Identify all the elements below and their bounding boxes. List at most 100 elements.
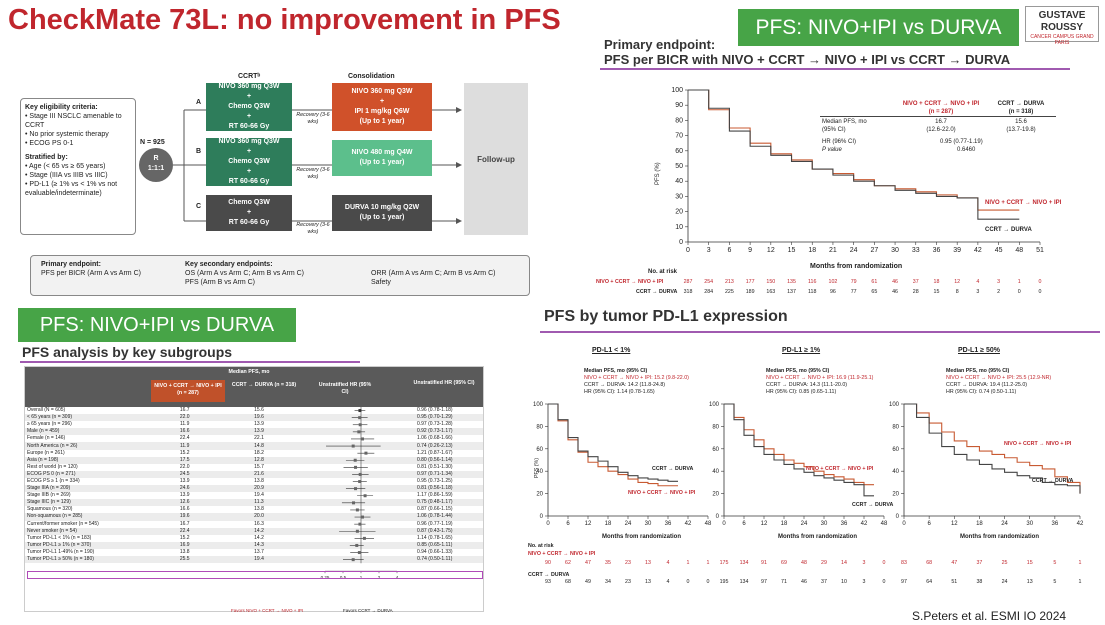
risk-value: 35 — [605, 560, 611, 566]
arm-c-consolidation: DURVA 10 mg/kg Q2W (Up to 1 year) — [332, 195, 432, 231]
forest-tick-label: 4 — [396, 575, 399, 580]
forest-cell — [294, 428, 387, 436]
x-tick-label: 21 — [829, 247, 837, 254]
km-hr-value: 0.95 (0.77-1.19) — [940, 139, 983, 145]
y-tick-label: 100 — [889, 402, 900, 408]
risk-value: 46 — [892, 279, 898, 285]
risk-value: 90 — [545, 560, 551, 566]
x-tick-label: 48 — [1015, 247, 1023, 254]
subgroup-row: Tumor PD-L1 < 1% (n = 183) 15.2 14.2 1.14 (… — [25, 535, 483, 542]
y-tick-label: 60 — [712, 447, 719, 453]
p1-la: NIVO + CCRT → NIVO + IPI — [628, 490, 696, 496]
risk-value: 5 — [1053, 560, 1057, 566]
endpoint-line1: Primary endpoint: — [604, 37, 716, 52]
regimen-line: Chemo Q3W — [228, 103, 270, 110]
km-curve-nivo-ipi — [548, 403, 678, 487]
r-label: R — [153, 155, 159, 162]
hr-point — [357, 551, 361, 555]
strat-list: Age (< 65 vs ≥ 65 years) Stage (IIIA vs … — [25, 162, 131, 198]
x-tick-label: 12 — [767, 247, 775, 254]
y-tick-label: 100 — [709, 402, 720, 408]
x-tick-label: 15 — [788, 247, 796, 254]
stats-c: CCRT → DURVA: 14.2 (11.8-24.8) — [584, 382, 666, 388]
risk-value: 175 — [719, 560, 729, 566]
stats-a: NIVO + CCRT → NIVO + IPI: 16.9 (11.9-25.… — [766, 375, 874, 381]
forest-tick-label: 0.25 — [321, 575, 330, 580]
strat-item: Age (< 65 vs ≥ 65 years) — [25, 162, 131, 171]
risk-value: 69 — [781, 560, 787, 566]
criteria-title: Key eligibility criteria: — [25, 104, 98, 111]
pdl1-risk-a: NIVO + CCRT → NIVO + IPI — [528, 551, 596, 557]
km-p: P value — [822, 147, 842, 153]
median-c: 22.1 — [254, 435, 264, 442]
forest-cell — [294, 456, 387, 464]
risk-value: 137 — [787, 289, 796, 295]
y-tick-label: 50 — [675, 163, 683, 170]
x-tick-label: 42 — [685, 521, 692, 527]
hr-value: 0.92 (0.73-1.17) — [386, 428, 483, 436]
median-a: 16.7 — [179, 520, 190, 527]
median-c: 15.6 — [254, 407, 264, 414]
hr-point — [358, 416, 362, 420]
km-v1: 16.7 (12.6-22.0) — [916, 118, 966, 134]
risk-value: 4 — [666, 579, 670, 585]
risk-value: 37 — [976, 560, 983, 566]
pdl1-stats-3: Median PFS, mo (95% CI) NIVO + CCRT → NIV… — [946, 368, 1051, 396]
risk-value: 37 — [912, 279, 919, 285]
x-tick-label: 45 — [995, 247, 1003, 254]
stats-c: CCRT → DURVA: 14.3 (11.1-20.0) — [766, 382, 848, 388]
risk-value: 23 — [625, 579, 631, 585]
subgroup-name: Male (n = 459) — [25, 428, 146, 436]
subgroup-row: Stage IIIB (n = 269) 13.9 19.4 1.17 (0.86-1… — [25, 492, 483, 499]
median-c: 13.8 — [254, 477, 264, 484]
median-a: 13.9 — [179, 492, 190, 499]
risk-value: 213 — [724, 279, 734, 285]
hr-point — [355, 543, 359, 547]
y-tick-label: 0 — [679, 239, 683, 246]
subgroup-name: Tumor PD-L1 < 1% (n = 183) — [27, 534, 92, 541]
divider — [600, 68, 1070, 70]
y-tick-label: 40 — [536, 469, 543, 475]
median-c: 20.9 — [223, 485, 295, 493]
regimen-line: RT 60-66 Gy — [228, 178, 270, 185]
risk-value: 25 — [1001, 560, 1008, 566]
head-hr-mid: Unstratified HR (95% CI) — [318, 382, 372, 395]
x-tick-label: 18 — [605, 521, 612, 527]
risk-value: 28 — [912, 289, 919, 295]
subgroup-row: Asia (n = 198) 17.5 12.8 0.80 (0.56-1.14) — [25, 456, 483, 464]
risk-value: 1 — [686, 560, 690, 566]
risk-value: 23 — [625, 560, 631, 566]
x-tick-label: 39 — [953, 247, 961, 254]
median-a: 16.6 — [179, 506, 190, 513]
median-c: 16.3 — [254, 520, 264, 527]
regimen-line: Chemo Q3W — [228, 199, 270, 206]
follow-up-box: Follow-up — [464, 83, 528, 235]
forest-cell — [294, 470, 387, 478]
risk-value: 47 — [585, 560, 591, 566]
km-risk2-label: CCRT → DURVA — [636, 289, 678, 295]
pdl1-stats-1: Median PFS, mo (95% CI) NIVO + CCRT → NIV… — [584, 368, 689, 396]
p3-la: NIVO + CCRT → NIVO + IPI — [1004, 441, 1072, 447]
prim-title: Primary endpoint: — [41, 261, 101, 268]
km-pdl1-ge1: 0 20 40 60 80 100 0 6 12 18 24 30 36 42 48 — [709, 402, 888, 527]
x-tick-label: 6 — [927, 521, 931, 527]
hr-point — [362, 536, 366, 540]
risk-value: 61 — [871, 279, 878, 285]
x-tick-label: 9 — [748, 247, 752, 254]
median-a: 16.7 — [179, 407, 190, 414]
y-tick-label: 20 — [675, 209, 683, 216]
y-tick-label: 40 — [712, 469, 719, 475]
x-tick-label: 0 — [902, 521, 906, 527]
risk-value: 134 — [739, 579, 749, 585]
subgroup-name: Stage IIIA (n = 209) — [25, 485, 146, 493]
risk-value: 118 — [808, 289, 817, 295]
x-tick-label: 0 — [722, 521, 726, 527]
forest-panel: Median PFS, mo NIVO + CCRT → NIVO + IPI … — [24, 366, 484, 613]
hr-point — [358, 522, 362, 526]
km-curve-durva — [904, 403, 1081, 494]
x-tick-label: 12 — [585, 521, 592, 527]
ccrt-head: CCRTᵇ — [238, 73, 261, 80]
forest-tick-label: 1 — [360, 575, 363, 580]
risk-value: 48 — [801, 560, 807, 566]
